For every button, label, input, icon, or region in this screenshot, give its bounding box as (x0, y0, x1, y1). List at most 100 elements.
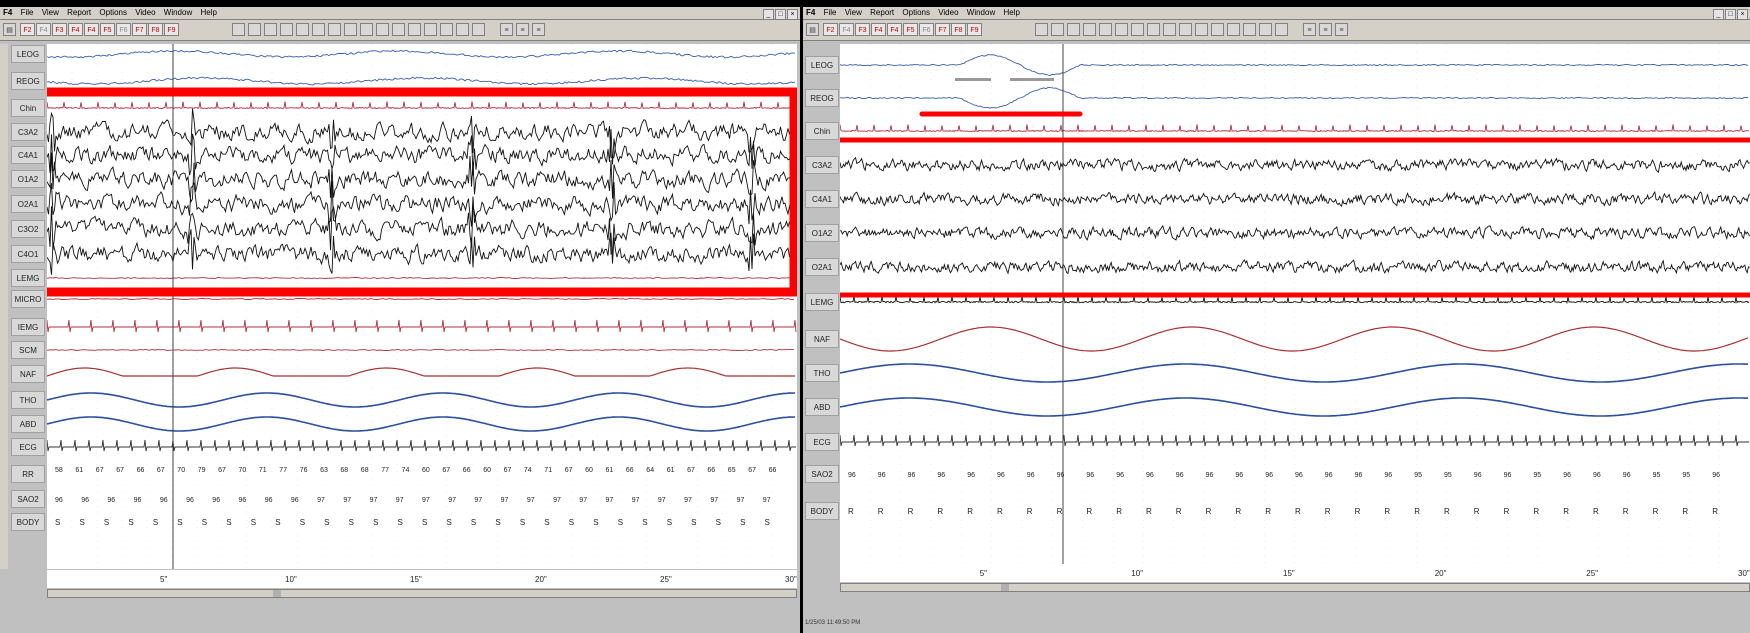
toolbar-blank-button[interactable] (1275, 23, 1288, 36)
toolbar-blank-button[interactable] (248, 23, 261, 36)
channel-label-c4a1[interactable]: C4A1 (11, 146, 45, 164)
channel-label-chin[interactable]: Chin (11, 99, 45, 117)
toolbar-key-5[interactable]: F5 (100, 23, 115, 36)
right-scroll-thumb[interactable] (1001, 584, 1009, 591)
maximize-button[interactable]: □ (1725, 9, 1736, 20)
toolbar-blank-button[interactable] (1067, 23, 1080, 36)
channel-label-tho[interactable]: THO (805, 364, 839, 382)
channel-label-naf[interactable]: NAF (11, 365, 45, 383)
toolbar-blank-button[interactable] (472, 23, 485, 36)
channel-label-c3o2[interactable]: C3O2 (11, 220, 45, 238)
channel-label-o1a2[interactable]: O1A2 (11, 170, 45, 188)
toolbar-blank-button[interactable] (392, 23, 405, 36)
toolbar-blank-button[interactable] (328, 23, 341, 36)
menu-video[interactable]: Video (135, 8, 156, 17)
toolbar-blank-button[interactable] (232, 23, 245, 36)
close-button[interactable]: × (787, 9, 798, 20)
toolbar-blank-button[interactable] (1211, 23, 1224, 36)
toolbar-blank-button[interactable] (1163, 23, 1176, 36)
channel-label-leog[interactable]: LEOG (11, 45, 45, 63)
channel-label-c4a1[interactable]: C4A1 (805, 190, 839, 208)
grid-icon[interactable]: ≡ (516, 23, 529, 36)
menu-window[interactable]: Window (966, 8, 996, 17)
toolbar-key-7[interactable]: F7 (935, 23, 950, 36)
right-horizontal-scrollbar[interactable] (840, 583, 1750, 592)
toolbar-blank-button[interactable] (1259, 23, 1272, 36)
toolbar-blank-button[interactable] (424, 23, 437, 36)
channel-label-leog[interactable]: LEOG (805, 56, 839, 74)
toolbar-key-3[interactable]: F4 (68, 23, 83, 36)
channel-label-o2a1[interactable]: O2A1 (11, 195, 45, 213)
channel-label-sao2[interactable]: SAO2 (805, 465, 839, 483)
toolbar-key-4[interactable]: F4 (84, 23, 99, 36)
toolbar-key-9[interactable]: F9 (164, 23, 179, 36)
menu-help[interactable]: Help (1003, 8, 1020, 17)
channel-label-c3a2[interactable]: C3A2 (11, 123, 45, 141)
toolbar-key-3[interactable]: F4 (871, 23, 886, 36)
channel-label-iemg[interactable]: IEMG (11, 318, 45, 336)
toolbar-blank-button[interactable] (1083, 23, 1096, 36)
toolbar-blank-button[interactable] (1035, 23, 1048, 36)
toolbar-blank-button[interactable] (296, 23, 309, 36)
menu-options[interactable]: Options (902, 8, 930, 17)
menu-file[interactable]: File (823, 8, 837, 17)
toolbar-blank-button[interactable] (1227, 23, 1240, 36)
channel-label-body[interactable]: BODY (11, 513, 45, 531)
toolbar-key-1[interactable]: F4 (839, 23, 854, 36)
menu-video[interactable]: Video (938, 8, 959, 17)
folder-icon[interactable]: ▤ (3, 23, 16, 36)
menu-options[interactable]: Options (99, 8, 127, 17)
toolbar-key-2[interactable]: F3 (855, 23, 870, 36)
menu-view[interactable]: View (844, 8, 862, 17)
menu-report[interactable]: Report (67, 8, 92, 17)
toolbar-blank-button[interactable] (440, 23, 453, 36)
channel-label-body[interactable]: BODY (805, 502, 839, 520)
toolbar-key-0[interactable]: F2 (20, 23, 35, 36)
channel-label-naf[interactable]: NAF (805, 330, 839, 348)
channel-label-micro[interactable]: MICRO (11, 290, 45, 308)
toolbar-blank-button[interactable] (1179, 23, 1192, 36)
toolbar-key-6[interactable]: F6 (919, 23, 934, 36)
list-icon[interactable]: ≡ (1335, 23, 1348, 36)
menu-help[interactable]: Help (200, 8, 217, 17)
toolbar-blank-button[interactable] (1243, 23, 1256, 36)
channel-label-c3a2[interactable]: C3A2 (805, 156, 839, 174)
channel-label-sao2[interactable]: SAO2 (11, 490, 45, 508)
toolbar-key-7[interactable]: F7 (132, 23, 147, 36)
channel-label-abd[interactable]: ABD (805, 398, 839, 416)
close-button[interactable]: × (1737, 9, 1748, 20)
channel-label-chin[interactable]: Chin (805, 122, 839, 140)
toolbar-key-9[interactable]: F9 (967, 23, 982, 36)
folder-icon[interactable]: ▤ (806, 23, 819, 36)
toolbar-blank-button[interactable] (344, 23, 357, 36)
maximize-button[interactable]: □ (775, 9, 786, 20)
toolbar-blank-button[interactable] (360, 23, 373, 36)
toolbar-blank-button[interactable] (1115, 23, 1128, 36)
toolbar-blank-button[interactable] (1147, 23, 1160, 36)
toolbar-blank-button[interactable] (408, 23, 421, 36)
left-scroll-thumb[interactable] (273, 590, 281, 597)
toolbar-blank-button[interactable] (264, 23, 277, 36)
toolbar-blank-button[interactable] (1099, 23, 1112, 36)
toolbar-key-4[interactable]: F4 (887, 23, 902, 36)
menu-view[interactable]: View (41, 8, 59, 17)
minimize-button[interactable]: _ (763, 9, 774, 20)
toolbar-blank-button[interactable] (1051, 23, 1064, 36)
toolbar-blank-button[interactable] (280, 23, 293, 36)
channel-label-tho[interactable]: THO (11, 391, 45, 409)
toolbar-key-6[interactable]: F6 (116, 23, 131, 36)
channel-label-c4o1[interactable]: C4O1 (11, 245, 45, 263)
toolbar-blank-button[interactable] (376, 23, 389, 36)
toolbar-key-2[interactable]: F3 (52, 23, 67, 36)
channel-label-o2a1[interactable]: O2A1 (805, 258, 839, 276)
toolbar-blank-button[interactable] (312, 23, 325, 36)
toolbar-key-8[interactable]: F8 (951, 23, 966, 36)
minimize-button[interactable]: _ (1713, 9, 1724, 20)
toolbar-blank-button[interactable] (1131, 23, 1144, 36)
toolbar-key-8[interactable]: F8 (148, 23, 163, 36)
toolbar-key-1[interactable]: F4 (36, 23, 51, 36)
channel-label-ecg[interactable]: ECG (11, 438, 45, 456)
channel-label-reog[interactable]: REOG (11, 72, 45, 90)
channel-label-abd[interactable]: ABD (11, 415, 45, 433)
channel-label-scm[interactable]: SCM (11, 341, 45, 359)
